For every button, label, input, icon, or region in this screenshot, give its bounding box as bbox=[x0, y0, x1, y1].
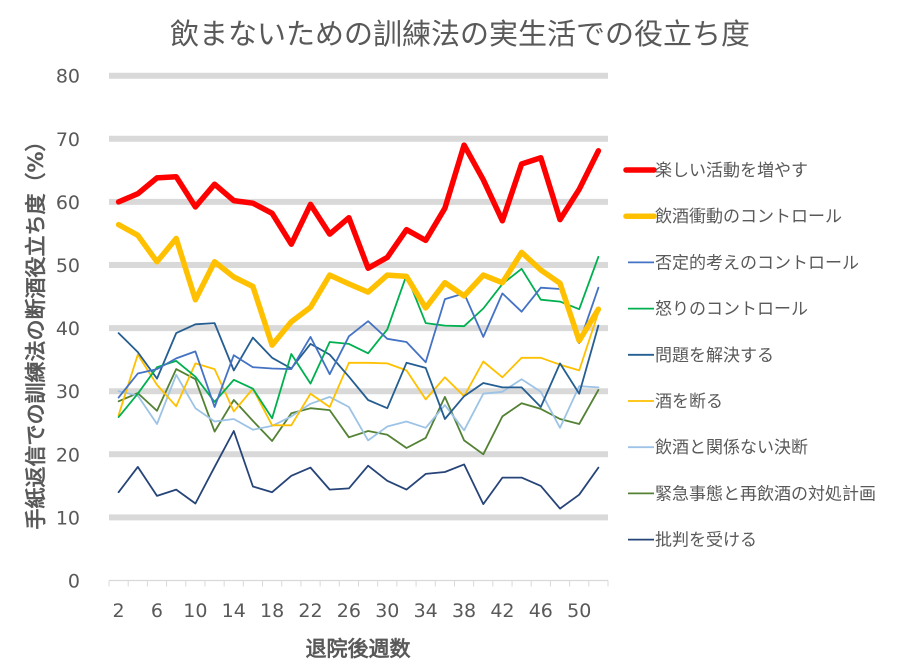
x-axis-ticks: 2 6 10 14 18 22 26 30 34 38 42 46 50 bbox=[113, 600, 592, 622]
x-tick-label: 22 bbox=[298, 600, 322, 622]
series-8 bbox=[117, 430, 600, 510]
legend-item: 緊急事態と再飲酒の対処計画 bbox=[628, 484, 876, 504]
y-tick-label: 20 bbox=[56, 444, 80, 466]
series-line bbox=[117, 286, 600, 408]
legend-item: 批判を受ける bbox=[628, 531, 757, 551]
series-3 bbox=[117, 255, 600, 420]
legend-item: 否定的考えのコントロール bbox=[628, 253, 859, 273]
series-0 bbox=[115, 142, 602, 271]
legend-item: 楽しい活動を増やす bbox=[623, 161, 808, 181]
x-tick-label: 30 bbox=[375, 600, 399, 622]
x-axis bbox=[108, 579, 609, 587]
legend-label: 怒りのコントロール bbox=[655, 300, 808, 320]
y-axis-title: 手紙返信での訓練法の断酒役立ち度（%） bbox=[24, 130, 48, 529]
legend-item: 飲酒と関係ない決断 bbox=[628, 438, 808, 458]
y-tick-label: 50 bbox=[56, 255, 80, 277]
legend-label: 否定的考えのコントロール bbox=[655, 253, 859, 273]
y-tick-label: 0 bbox=[68, 571, 80, 593]
legend-label: 飲酒と関係ない決断 bbox=[655, 438, 808, 458]
series-line bbox=[117, 430, 600, 510]
chart-title: 飲まないための訓練法の実生活での役立ち度 bbox=[170, 17, 750, 51]
legend-label: 緊急事態と再飲酒の対処計画 bbox=[655, 484, 876, 504]
x-tick-label: 42 bbox=[490, 600, 514, 622]
series-line bbox=[117, 311, 600, 427]
series-4 bbox=[117, 322, 600, 420]
series-lines bbox=[115, 142, 602, 510]
series-line bbox=[117, 373, 600, 442]
series-6 bbox=[117, 373, 600, 442]
x-tick-label: 10 bbox=[183, 600, 207, 622]
legend-label: 楽しい活動を増やす bbox=[655, 161, 808, 181]
x-tick-label: 34 bbox=[414, 600, 438, 622]
legend-item: 問題を解決する bbox=[628, 346, 774, 366]
y-tick-label: 40 bbox=[56, 318, 80, 340]
x-tick-label: 6 bbox=[151, 600, 163, 622]
legend-item: 飲酒衝動のコントロール bbox=[623, 207, 842, 227]
y-tick-label: 70 bbox=[56, 129, 80, 151]
x-tick-label: 2 bbox=[113, 600, 125, 622]
y-tick-label: 60 bbox=[56, 192, 80, 214]
legend-label: 批判を受ける bbox=[655, 531, 757, 551]
legend-item: 酒を断る bbox=[628, 392, 723, 412]
x-tick-label: 38 bbox=[452, 600, 476, 622]
legend-label: 飲酒衝動のコントロール bbox=[655, 207, 842, 227]
series-line bbox=[117, 368, 600, 456]
x-axis-title: 退院後週数 bbox=[306, 637, 412, 661]
x-tick-label: 14 bbox=[222, 600, 246, 622]
legend-label: 問題を解決する bbox=[655, 346, 774, 366]
legend-label: 酒を断る bbox=[655, 392, 723, 412]
x-tick-label: 50 bbox=[567, 600, 591, 622]
series-line bbox=[117, 322, 600, 420]
series-line bbox=[117, 255, 600, 420]
y-tick-label: 10 bbox=[56, 507, 80, 529]
y-axis-ticks: 0 10 20 30 40 50 60 70 80 bbox=[56, 66, 80, 593]
legend: 楽しい活動を増やす飲酒衝動のコントロール否定的考えのコントロール怒りのコントロー… bbox=[623, 161, 876, 551]
series-1 bbox=[115, 221, 602, 348]
y-tick-label: 80 bbox=[56, 66, 80, 88]
y-tick-label: 30 bbox=[56, 381, 80, 403]
x-tick-label: 26 bbox=[337, 600, 361, 622]
legend-item: 怒りのコントロール bbox=[628, 300, 808, 320]
series-2 bbox=[117, 286, 600, 408]
series-line bbox=[115, 221, 602, 348]
x-tick-label: 46 bbox=[529, 600, 553, 622]
x-tick-label: 18 bbox=[260, 600, 284, 622]
series-line bbox=[115, 142, 602, 271]
